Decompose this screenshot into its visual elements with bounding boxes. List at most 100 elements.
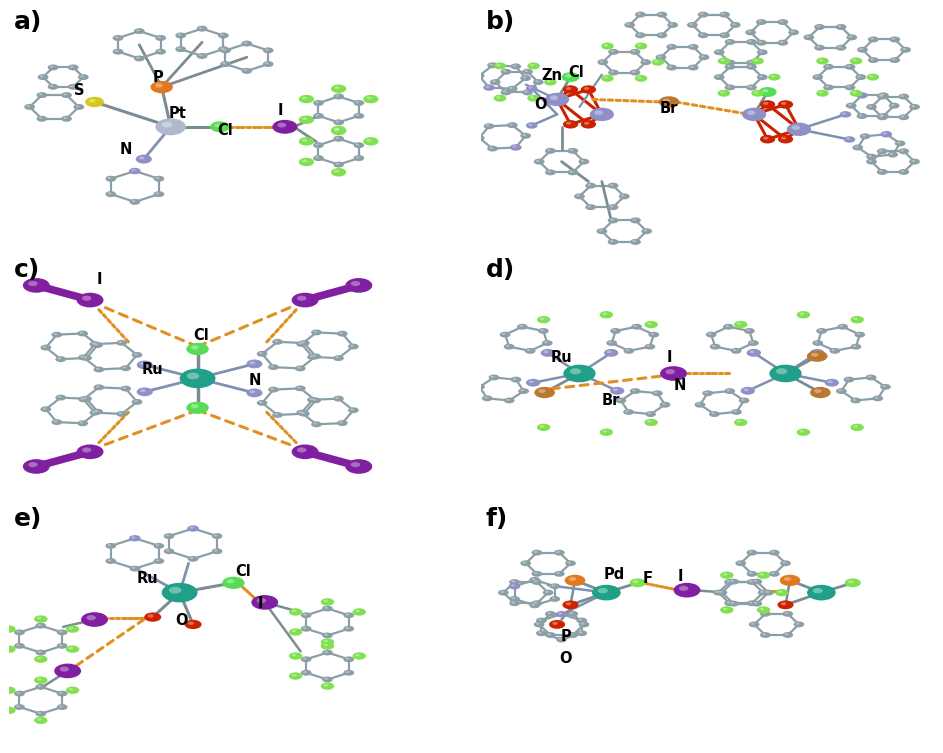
Circle shape [668,22,678,28]
Circle shape [849,35,852,38]
Circle shape [788,29,799,35]
Text: Cl: Cl [193,328,208,343]
Circle shape [500,331,510,337]
Text: Zn: Zn [541,69,562,84]
Circle shape [543,590,554,596]
Text: F: F [643,571,653,586]
Circle shape [241,41,252,47]
Circle shape [769,550,780,556]
Circle shape [90,410,100,416]
Circle shape [687,65,699,71]
Circle shape [736,420,741,422]
Text: I: I [678,569,684,584]
Circle shape [632,389,636,392]
Circle shape [649,331,659,337]
Circle shape [748,86,752,88]
Circle shape [716,75,720,78]
Circle shape [817,90,829,96]
Circle shape [734,410,737,412]
Circle shape [68,84,78,90]
Circle shape [734,419,748,426]
Circle shape [859,114,863,116]
Circle shape [606,340,617,346]
Circle shape [69,647,74,650]
Circle shape [199,54,203,56]
Circle shape [726,389,730,392]
Circle shape [869,105,872,107]
Circle shape [771,572,775,574]
Circle shape [724,84,736,90]
Circle shape [632,240,636,242]
Circle shape [812,340,823,346]
Circle shape [214,123,221,127]
Circle shape [740,387,755,395]
Circle shape [303,614,306,615]
Circle shape [587,206,591,207]
Circle shape [154,543,164,549]
Text: f): f) [486,507,507,531]
Circle shape [746,64,757,70]
Circle shape [776,368,787,374]
Circle shape [112,35,124,41]
Circle shape [190,557,193,559]
Circle shape [56,395,66,401]
Circle shape [91,411,95,413]
Circle shape [37,718,41,721]
Circle shape [867,74,879,81]
Circle shape [476,74,480,76]
Circle shape [345,459,372,474]
Circle shape [797,311,810,319]
Circle shape [847,35,857,41]
Circle shape [61,116,72,122]
Circle shape [521,560,531,566]
Circle shape [726,602,730,603]
Circle shape [66,687,79,694]
Circle shape [610,328,620,334]
Circle shape [486,124,489,127]
Circle shape [129,535,141,541]
Circle shape [39,117,42,119]
Circle shape [144,612,161,622]
Circle shape [794,621,804,627]
Circle shape [303,627,306,629]
Circle shape [817,46,820,48]
Circle shape [83,356,87,358]
Circle shape [768,74,781,81]
Circle shape [597,228,607,234]
Circle shape [749,602,753,603]
Circle shape [80,355,84,358]
Circle shape [119,341,123,343]
Circle shape [137,361,153,369]
Circle shape [748,65,752,67]
Circle shape [835,388,847,394]
Circle shape [354,155,364,161]
Circle shape [511,602,515,603]
Circle shape [862,135,866,136]
Circle shape [889,102,900,108]
Circle shape [36,684,46,690]
Circle shape [724,39,736,45]
Circle shape [528,87,533,89]
Circle shape [832,349,835,351]
Circle shape [733,349,736,351]
Circle shape [307,354,318,360]
Circle shape [700,13,703,15]
Circle shape [842,112,846,114]
Circle shape [94,343,98,346]
Circle shape [40,75,43,78]
Circle shape [687,22,698,28]
Circle shape [250,361,256,364]
Circle shape [500,591,504,593]
Circle shape [718,57,730,65]
Circle shape [581,160,585,162]
Circle shape [584,87,589,90]
Circle shape [48,84,58,90]
Circle shape [108,544,111,546]
Circle shape [538,632,542,633]
Circle shape [529,602,540,608]
Circle shape [625,349,629,351]
Circle shape [550,96,558,100]
Circle shape [632,218,636,221]
Circle shape [589,108,614,121]
Circle shape [759,87,777,97]
